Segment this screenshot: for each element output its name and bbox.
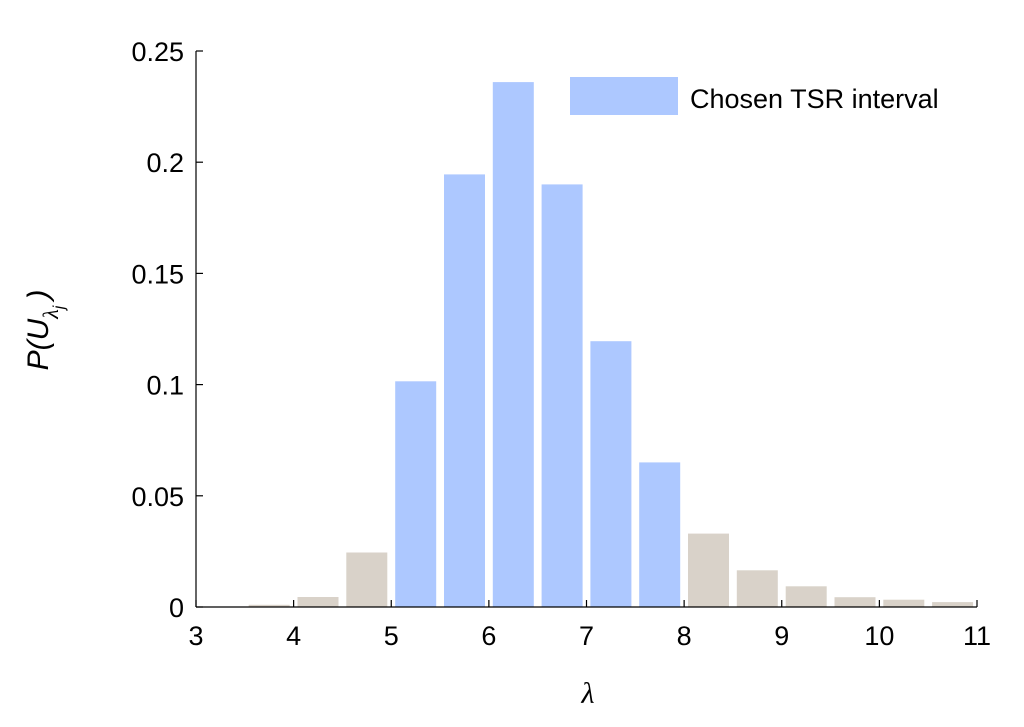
x-ticks: 3 4 5 6 7 8 9 10 11 (188, 600, 991, 651)
y-axis-label-sub: λ (38, 309, 63, 320)
y-ticks: 0 0.05 0.1 0.15 0.2 0.25 (131, 37, 203, 623)
x-tick-label: 5 (384, 621, 399, 651)
legend: Chosen TSR interval (570, 77, 939, 115)
x-tick-label: 9 (774, 621, 789, 651)
legend-swatch (570, 77, 678, 115)
bar (688, 533, 729, 607)
x-tick-label: 4 (286, 621, 301, 651)
bar (834, 597, 876, 607)
y-tick-label: 0.05 (131, 482, 184, 512)
y-axis-label: P(Uλj) (22, 290, 68, 371)
bar (736, 570, 778, 607)
x-tick-label: 8 (677, 621, 692, 651)
axes (195, 51, 977, 608)
y-tick-label: 0 (169, 593, 184, 623)
y-axis-label-main: P(U (22, 318, 55, 370)
bar (785, 586, 827, 607)
y-tick-label: 0.15 (131, 259, 184, 289)
y-tick-label: 0.25 (131, 37, 184, 67)
bar (883, 599, 925, 607)
x-tick-label: 10 (864, 621, 894, 651)
y-axis-label-close: ) (22, 290, 55, 303)
bar-highlighted (590, 341, 632, 607)
bar-highlighted (444, 174, 485, 607)
bar (346, 552, 388, 607)
svg-text:P(Uλj): P(Uλj) (22, 290, 68, 371)
x-tick-label: 7 (579, 621, 594, 651)
bar-highlighted (639, 462, 681, 607)
x-axis-label: λ (581, 677, 595, 710)
legend-label: Chosen TSR interval (690, 84, 939, 114)
bar (932, 602, 974, 607)
bar-highlighted (492, 82, 534, 608)
y-tick-label: 0.1 (146, 371, 184, 401)
y-axis-label-subsub: j (51, 305, 68, 311)
bar (297, 597, 339, 607)
y-tick-label: 0.2 (146, 148, 184, 178)
x-tick-label: 3 (188, 621, 203, 651)
x-tick-label: 6 (481, 621, 496, 651)
bar-highlighted (541, 184, 583, 607)
bar-highlighted (395, 381, 437, 607)
bars (248, 82, 974, 608)
x-tick-label: 11 (963, 621, 991, 651)
bar (248, 604, 290, 607)
